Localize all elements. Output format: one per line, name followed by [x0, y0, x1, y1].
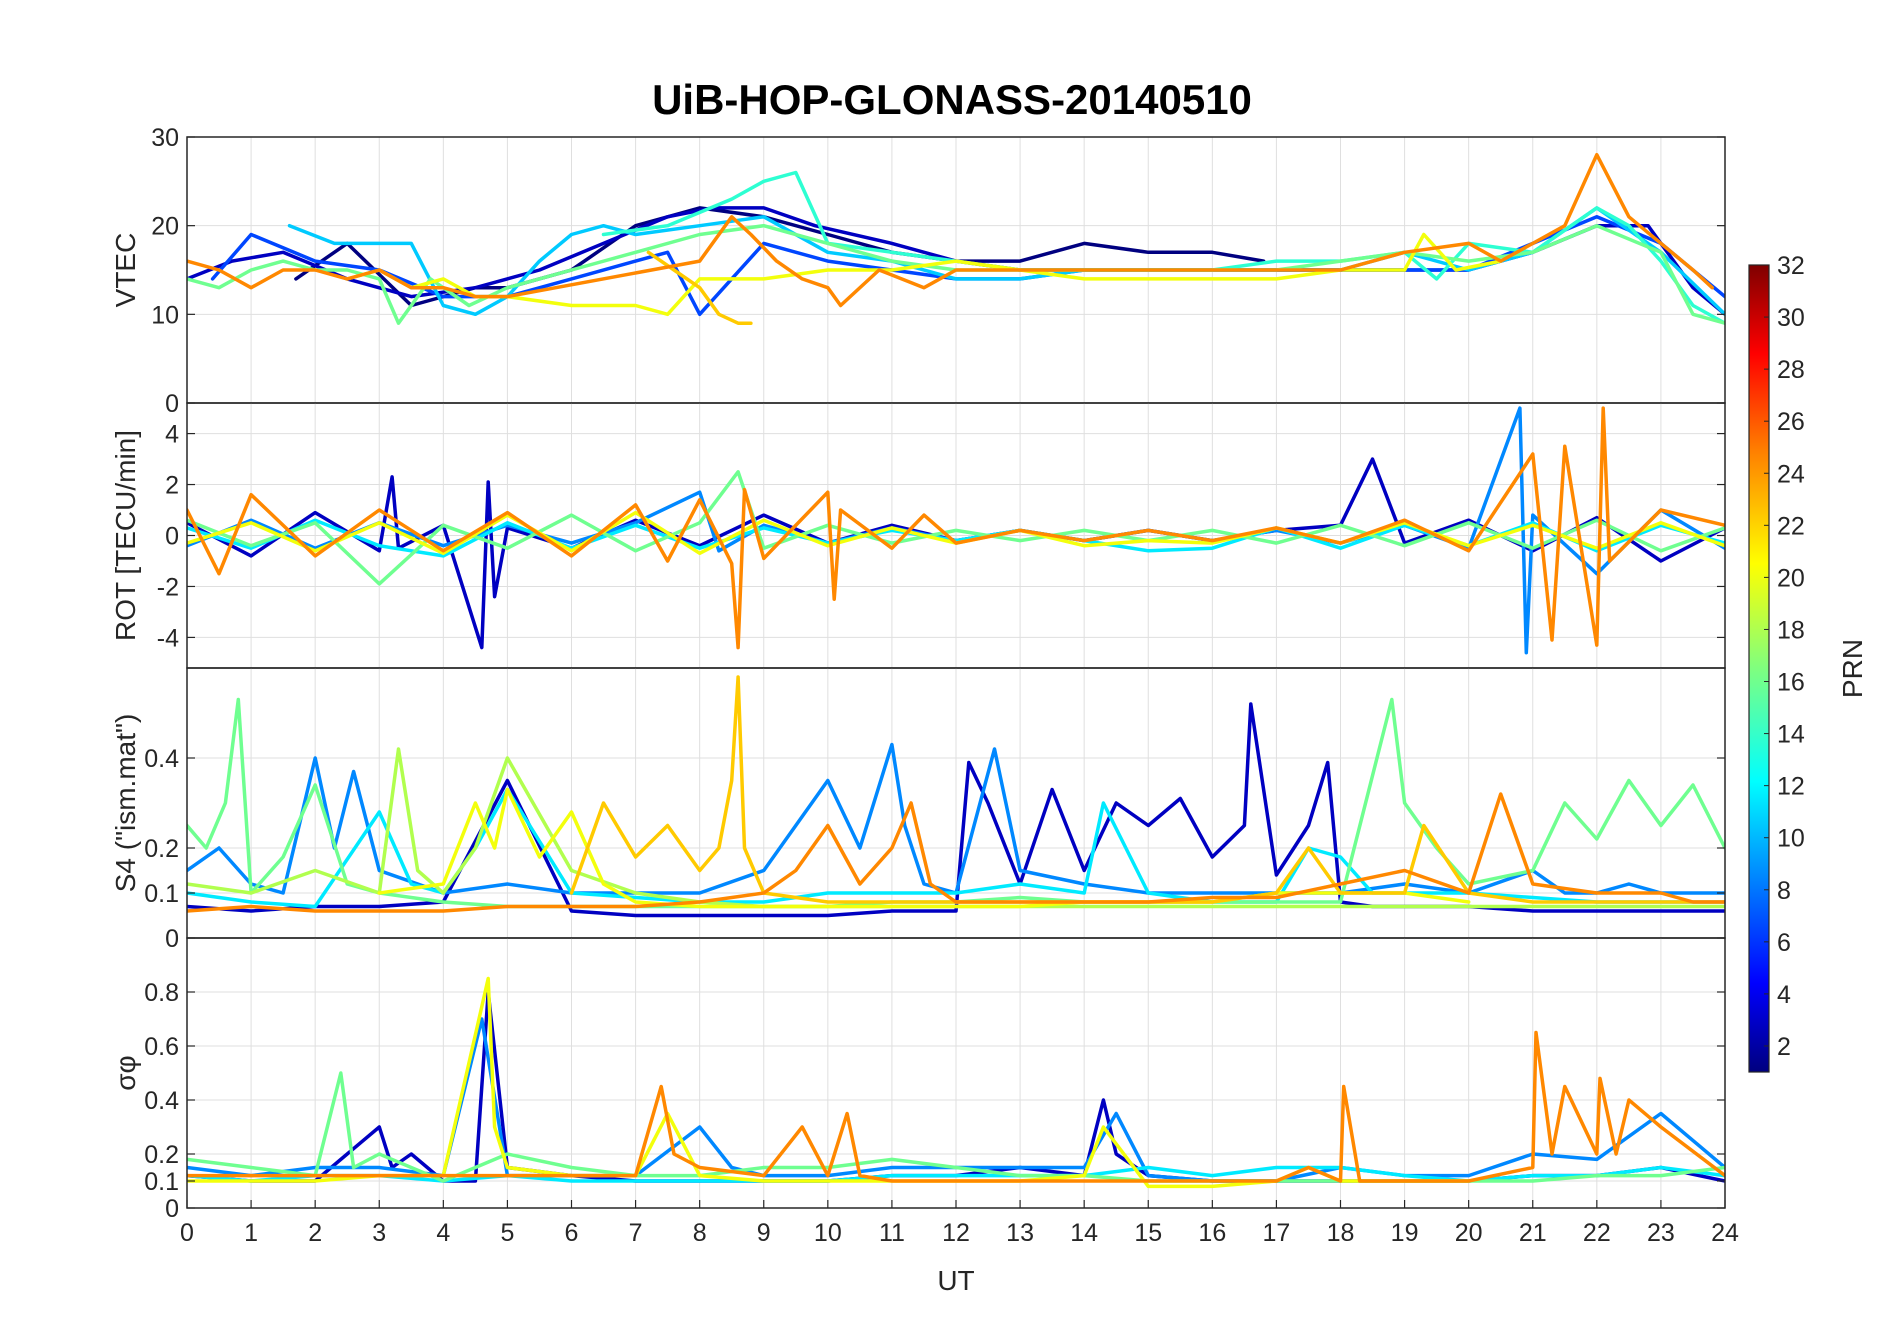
series-group [187, 152, 1725, 325]
colorbar-tick-label: 24 [1777, 460, 1805, 488]
x-tick-label: 23 [1647, 1219, 1675, 1247]
colorbar-tick-label: 26 [1777, 408, 1805, 436]
series-line-prn-9 [187, 742, 1725, 895]
x-tick-label: 17 [1263, 1219, 1291, 1247]
x-tick-label: 22 [1583, 1219, 1611, 1247]
series-group [187, 406, 1725, 655]
colorbar-gradient [1748, 264, 1770, 1073]
x-tick-label: 5 [500, 1219, 514, 1247]
colorbar-tick-label: 28 [1777, 356, 1805, 384]
series-line-prn-16 [187, 223, 1725, 325]
y-axis-label-rot: ROT [TECU/min] [110, 430, 141, 641]
colorbar-tick-label: 10 [1777, 825, 1805, 853]
y-tick-label: 0.4 [144, 745, 179, 773]
x-tick-label: 10 [814, 1219, 842, 1247]
y-tick-label: -4 [157, 624, 179, 652]
y-tick-label: 0.2 [144, 1141, 179, 1169]
panel-s4: 0 0.1 0.2 0.4S4 ("ism.mat") [110, 667, 1726, 953]
colorbar-tick-label: 22 [1777, 512, 1805, 540]
colorbar-tick-label: 14 [1777, 721, 1805, 749]
colorbar-tick-label: 6 [1777, 929, 1791, 957]
y-tick-label: 0 [165, 1195, 179, 1223]
y-tick-label: 0.1 [144, 1168, 179, 1196]
y-tick-label: 20 [151, 213, 179, 241]
x-tick-label: 15 [1134, 1219, 1162, 1247]
colorbar-tick-label: 4 [1777, 981, 1791, 1009]
x-tick-label: 19 [1391, 1219, 1419, 1247]
colorbar-label: PRN [1837, 639, 1868, 698]
series-line-prn-24 [187, 152, 1714, 308]
chart-title: UiB-HOP-GLONASS-20140510 [652, 76, 1252, 123]
x-tick-label: 21 [1519, 1219, 1547, 1247]
y-tick-label: 10 [151, 301, 179, 329]
series-line-prn-24 [187, 792, 1725, 913]
colorbar-tick-label: 2 [1777, 1033, 1791, 1061]
panel-rot: -4 -2 0 2 4 ROT [TECU/min] [110, 402, 1726, 669]
series-line-prn-14 [601, 170, 1725, 325]
y-tick-label: 0.8 [144, 979, 179, 1007]
colorbar-tick-label: 8 [1777, 877, 1791, 905]
x-tick-label: 16 [1198, 1219, 1226, 1247]
colorbar-tick-label: 32 [1777, 252, 1805, 280]
y-tick-label: 0 [165, 390, 179, 418]
y-tick-label: 0.1 [144, 880, 179, 908]
y-axis-label-s4: S4 ("ism.mat") [110, 714, 141, 893]
x-tick-label: 3 [372, 1219, 386, 1247]
y-tick-label: 0.4 [144, 1087, 179, 1115]
y-axis-label-vtec: VTEC [110, 233, 141, 308]
series-group [187, 976, 1725, 1189]
x-tick-label: 14 [1070, 1219, 1098, 1247]
x-tick-label: 20 [1455, 1219, 1483, 1247]
y-axis-label-sigma_phi: σφ [110, 1055, 141, 1090]
colorbar-tick-label: 16 [1777, 669, 1805, 697]
x-tick-label: 24 [1711, 1219, 1739, 1247]
x-tick-label: 2 [308, 1219, 322, 1247]
y-tick-label: 0.6 [144, 1033, 179, 1061]
y-tick-label: -2 [157, 573, 179, 601]
y-tick-label: 4 [165, 421, 179, 449]
series-line-prn-24 [187, 1030, 1725, 1183]
x-tick-label: 9 [757, 1219, 771, 1247]
y-tick-label: 30 [151, 124, 179, 152]
x-axis-label: UT [937, 1265, 974, 1296]
x-tick-label: 8 [693, 1219, 707, 1247]
x-tick-label: 6 [565, 1219, 579, 1247]
colorbar-tick-label: 12 [1777, 773, 1805, 801]
y-tick-label: 0 [165, 925, 179, 953]
x-tick-label: 1 [244, 1219, 258, 1247]
colorbar-tick-label: 20 [1777, 564, 1805, 592]
y-tick-label: 2 [165, 472, 179, 500]
colorbar-tick-label: 18 [1777, 616, 1805, 644]
x-tick-label: 4 [436, 1219, 450, 1247]
y-tick-label: 0 [165, 523, 179, 551]
x-tick-label: 11 [879, 1219, 905, 1247]
series-group [187, 675, 1725, 918]
series-line-prn-11 [287, 206, 1725, 317]
x-tick-label: 13 [1006, 1219, 1034, 1247]
x-tick-label: 12 [942, 1219, 970, 1247]
colorbar-tick-label: 30 [1777, 304, 1805, 332]
x-tick-label: 7 [629, 1219, 643, 1247]
series-line-prn-24 [187, 406, 1725, 650]
y-tick-label: 0.2 [144, 835, 179, 863]
panel-vtec: 0 10 20 30 VTEC [110, 124, 1726, 418]
x-tick-label: 0 [180, 1219, 194, 1247]
x-tick-label: 18 [1327, 1219, 1355, 1247]
